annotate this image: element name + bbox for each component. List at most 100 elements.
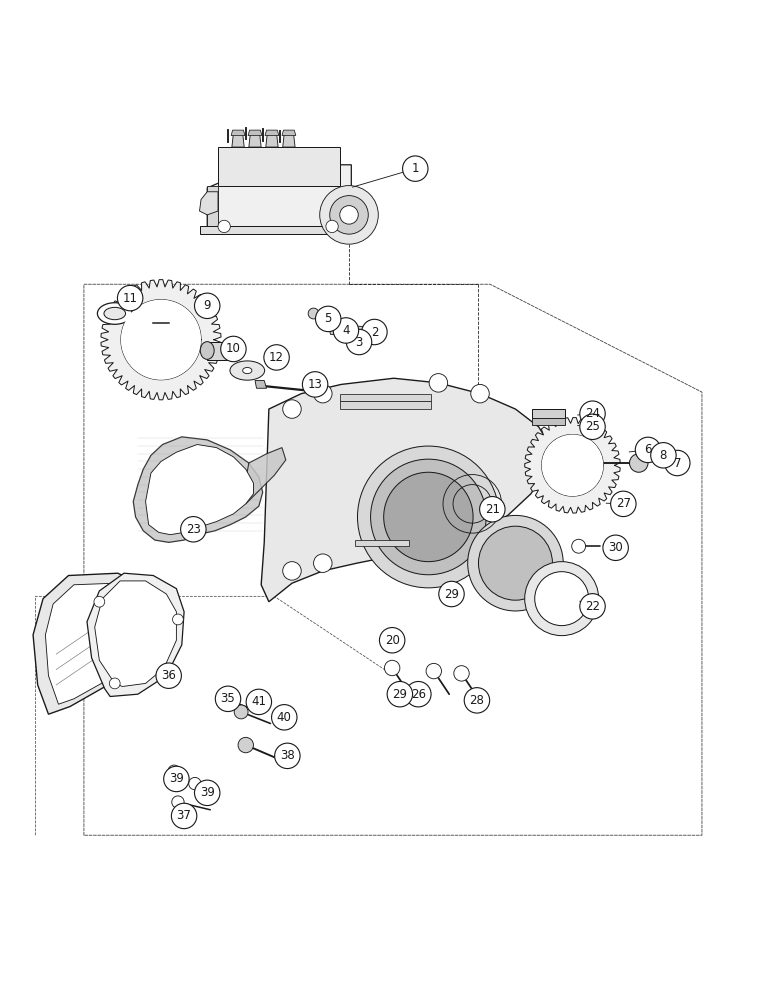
Circle shape [525,562,599,636]
Text: 27: 27 [616,497,631,510]
Polygon shape [207,342,233,360]
Text: 12: 12 [269,351,284,364]
Circle shape [580,594,605,619]
Circle shape [215,686,241,712]
Circle shape [320,186,378,244]
Circle shape [221,336,246,362]
Circle shape [471,384,489,403]
Circle shape [429,374,448,392]
Circle shape [121,300,201,380]
Circle shape [580,401,605,426]
Circle shape [438,581,464,607]
Polygon shape [265,130,279,136]
Polygon shape [266,133,278,147]
Polygon shape [218,147,340,186]
Polygon shape [249,133,261,147]
Polygon shape [243,448,286,504]
Text: 8: 8 [660,449,667,462]
Circle shape [384,660,400,676]
Text: 1: 1 [411,162,419,175]
Polygon shape [261,378,552,602]
Text: 3: 3 [355,336,363,349]
Circle shape [313,554,332,572]
Circle shape [603,535,628,560]
Text: 36: 36 [161,669,176,682]
Circle shape [347,329,372,355]
Circle shape [326,220,338,233]
Circle shape [330,196,368,234]
Polygon shape [134,437,262,542]
Polygon shape [101,280,221,400]
Text: 22: 22 [585,600,600,613]
Polygon shape [255,381,266,388]
Circle shape [371,459,486,575]
Polygon shape [46,583,146,704]
Polygon shape [533,409,565,418]
Polygon shape [554,446,591,484]
Text: 29: 29 [392,688,408,701]
Circle shape [535,572,589,626]
Polygon shape [349,326,380,332]
Circle shape [402,156,428,181]
Text: 25: 25 [585,420,600,433]
Circle shape [246,689,272,715]
Polygon shape [283,133,295,147]
Circle shape [464,688,489,713]
Polygon shape [340,401,431,409]
Circle shape [542,434,603,496]
Circle shape [454,666,469,681]
Circle shape [611,491,636,517]
Circle shape [651,443,676,468]
Circle shape [195,293,220,319]
Text: 26: 26 [411,688,426,701]
Text: 10: 10 [226,342,241,355]
Polygon shape [231,130,245,136]
Polygon shape [207,165,351,230]
Circle shape [629,454,648,472]
Text: 29: 29 [444,588,459,601]
Circle shape [94,596,105,607]
Text: 5: 5 [324,312,332,325]
Ellipse shape [104,307,126,320]
Circle shape [264,345,290,370]
Text: 37: 37 [177,809,191,822]
Circle shape [172,796,184,808]
Polygon shape [146,445,253,535]
Circle shape [387,681,412,707]
Polygon shape [525,418,620,513]
Circle shape [357,446,499,588]
Circle shape [283,400,301,418]
Text: 13: 13 [308,378,323,391]
Polygon shape [355,540,409,546]
Circle shape [479,497,505,522]
Circle shape [275,743,300,769]
Text: 21: 21 [485,503,499,516]
Circle shape [156,663,181,688]
Text: 38: 38 [280,749,295,762]
Text: 41: 41 [252,695,266,708]
Circle shape [635,437,661,463]
Circle shape [188,777,201,790]
Circle shape [340,206,358,224]
Polygon shape [95,581,176,686]
Circle shape [283,562,301,580]
Polygon shape [232,133,244,147]
Text: 39: 39 [169,772,184,785]
Polygon shape [329,328,341,335]
Circle shape [572,539,586,553]
Text: 23: 23 [186,523,201,536]
Ellipse shape [97,303,132,324]
Circle shape [195,780,220,806]
Circle shape [564,456,582,475]
Circle shape [234,705,248,719]
Polygon shape [248,130,262,136]
Circle shape [665,450,690,476]
Circle shape [171,803,197,829]
Circle shape [468,515,564,611]
Circle shape [313,384,332,403]
Circle shape [384,472,473,562]
Circle shape [479,526,553,600]
Polygon shape [87,573,184,697]
Circle shape [316,306,341,332]
Text: 7: 7 [673,457,681,470]
